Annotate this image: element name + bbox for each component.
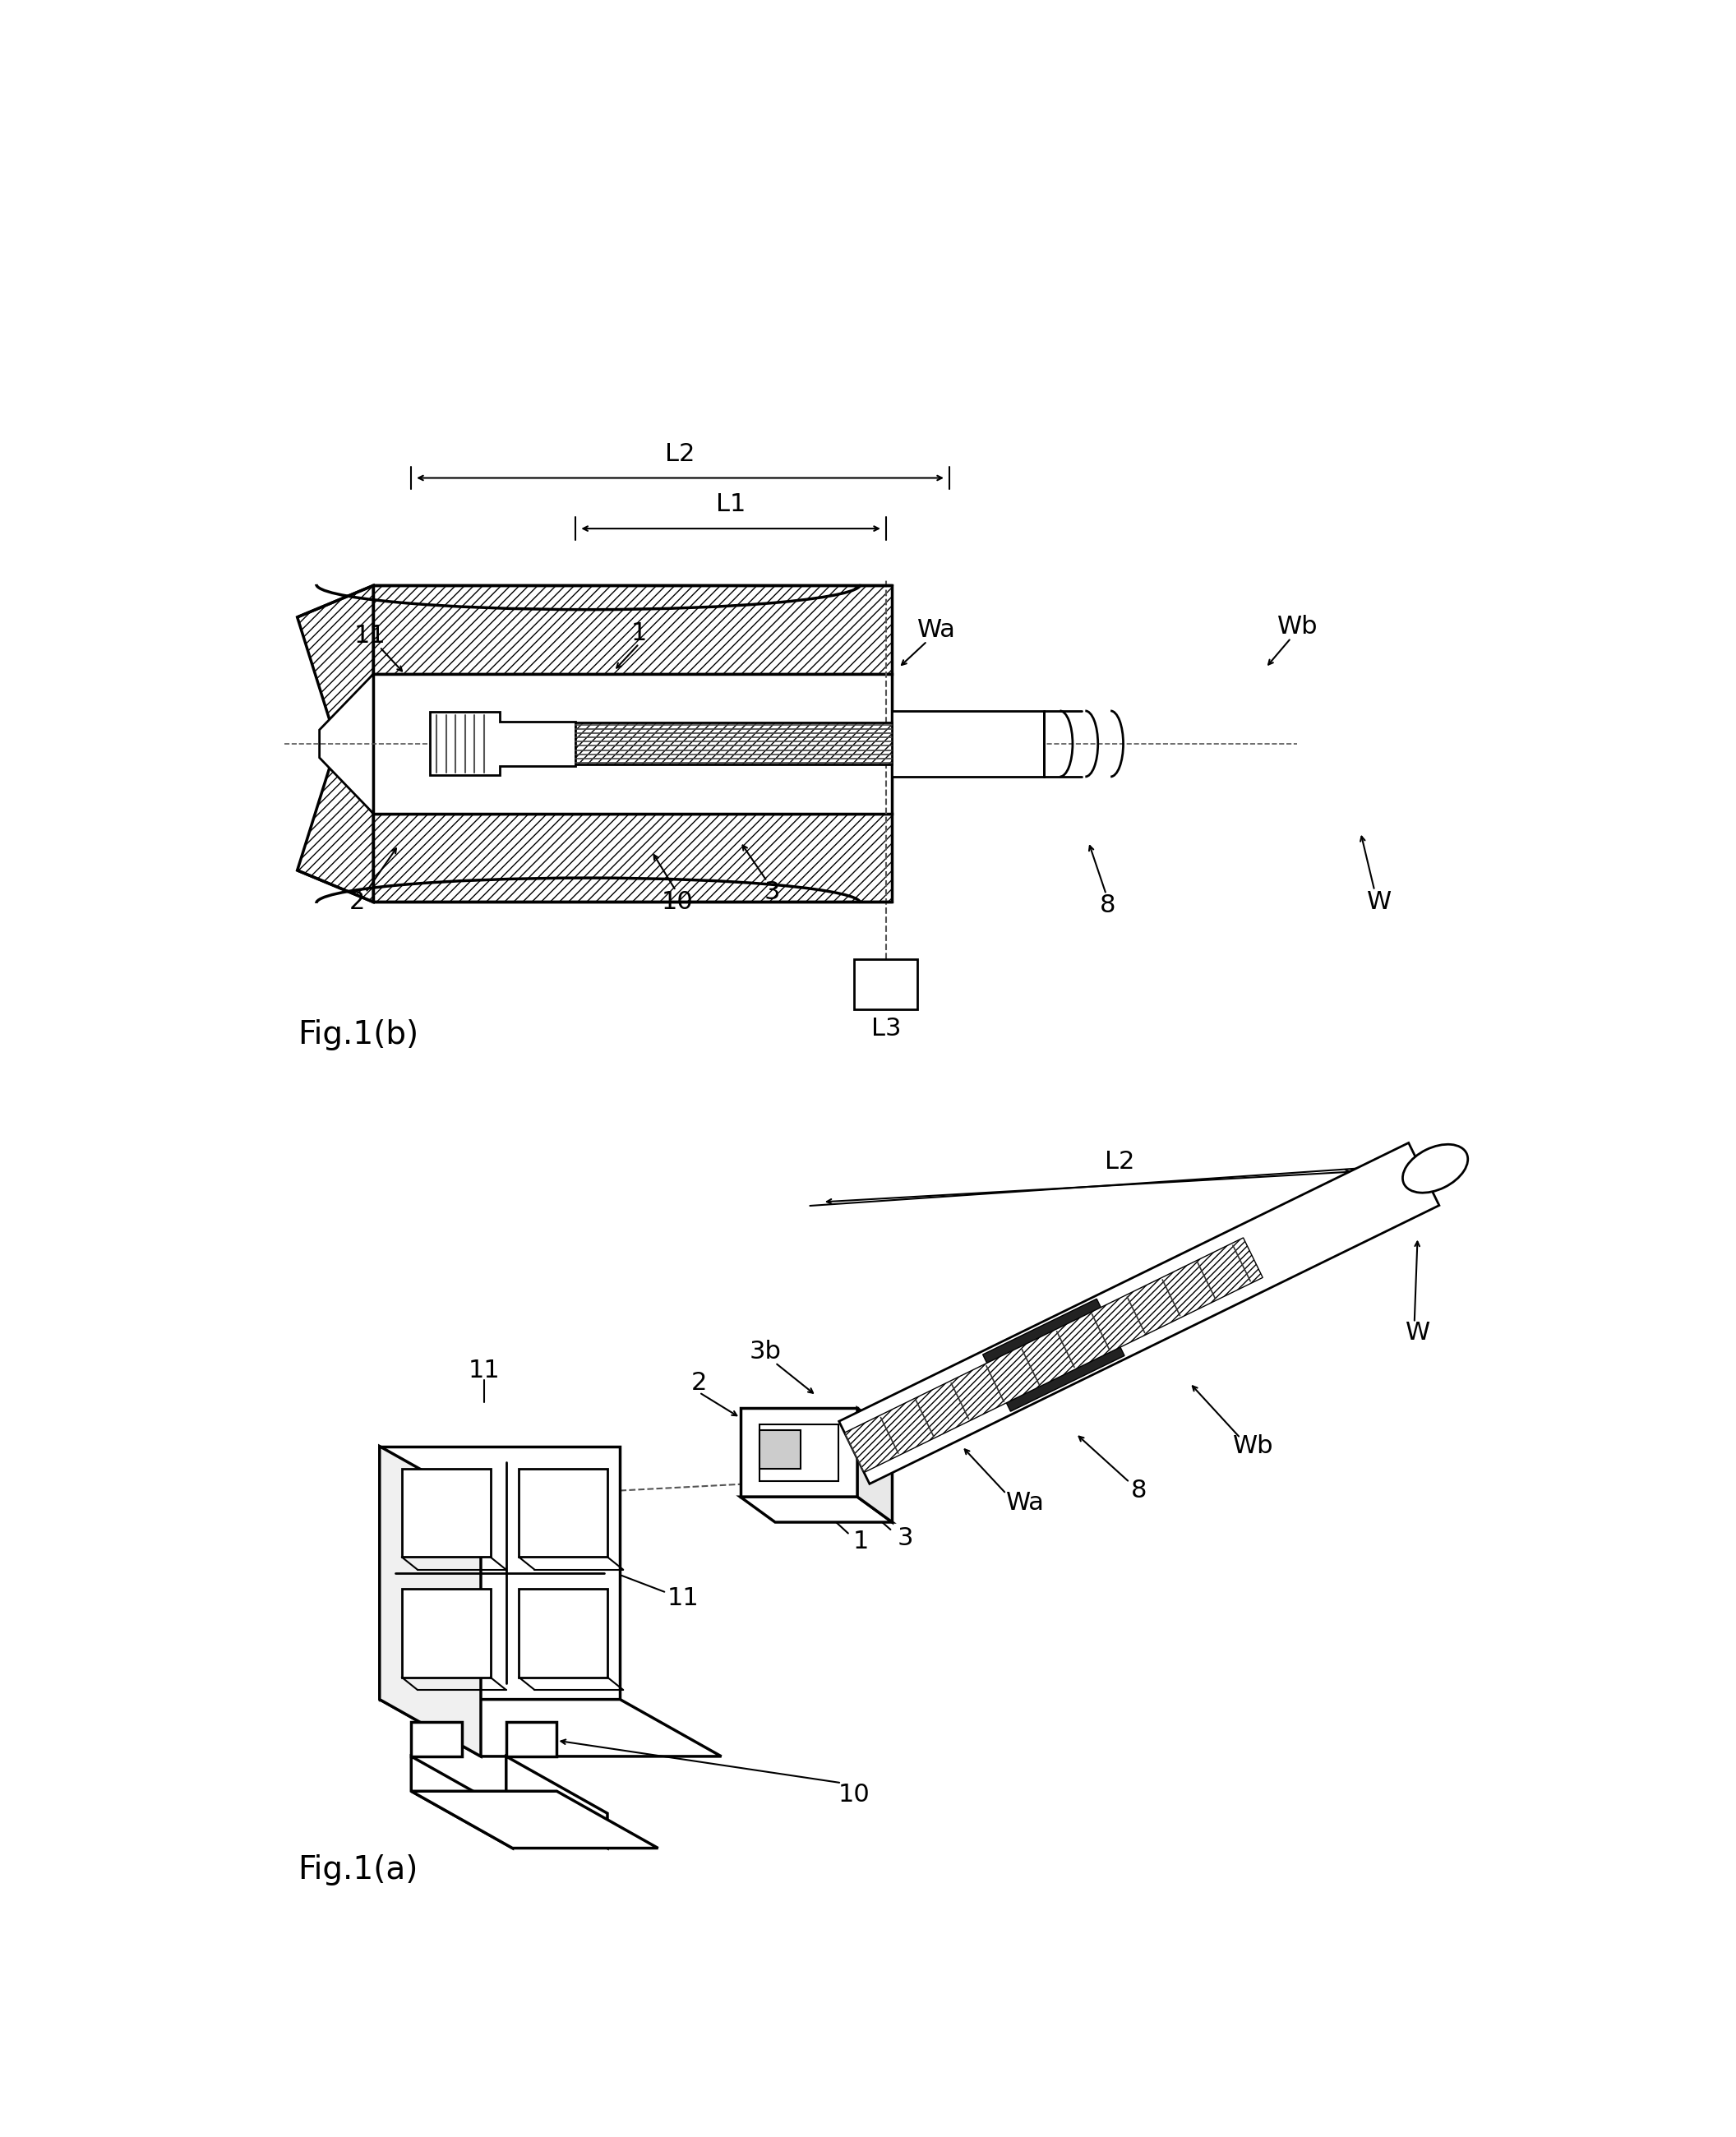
Polygon shape — [373, 673, 892, 814]
Polygon shape — [380, 1447, 481, 1757]
Polygon shape — [431, 712, 576, 776]
Polygon shape — [297, 759, 373, 902]
Polygon shape — [373, 814, 892, 902]
Text: L2: L2 — [1106, 1150, 1135, 1173]
Text: L2: L2 — [665, 442, 694, 466]
Text: 2: 2 — [349, 889, 365, 915]
Polygon shape — [858, 1408, 892, 1522]
Text: 3: 3 — [898, 1526, 913, 1549]
Text: 8: 8 — [1099, 893, 1116, 917]
Text: 3: 3 — [764, 880, 779, 904]
Polygon shape — [411, 1791, 658, 1849]
Text: 11: 11 — [354, 624, 385, 648]
Text: 11: 11 — [667, 1586, 700, 1609]
Text: Fig.1(a): Fig.1(a) — [297, 1855, 418, 1885]
Bar — [854, 960, 918, 1009]
Text: Wb: Wb — [1233, 1434, 1272, 1457]
Polygon shape — [380, 1447, 620, 1699]
Text: W: W — [1368, 889, 1392, 915]
Polygon shape — [507, 1757, 608, 1849]
Polygon shape — [740, 1408, 858, 1496]
Bar — [519, 1468, 608, 1558]
Bar — [759, 1430, 800, 1468]
Text: 10: 10 — [661, 889, 693, 915]
Polygon shape — [844, 1237, 1262, 1472]
Polygon shape — [411, 1722, 462, 1757]
Text: L3: L3 — [871, 1017, 901, 1041]
Polygon shape — [507, 1722, 557, 1757]
Bar — [759, 1423, 838, 1481]
Text: W: W — [1404, 1321, 1430, 1344]
Bar — [892, 712, 1043, 776]
Bar — [401, 1468, 490, 1558]
Text: Fig.1(b): Fig.1(b) — [297, 1019, 418, 1049]
Bar — [519, 1588, 608, 1678]
Polygon shape — [411, 1757, 512, 1849]
Text: 3b: 3b — [750, 1340, 781, 1363]
Text: 1: 1 — [632, 622, 648, 645]
Bar — [576, 722, 892, 765]
Polygon shape — [380, 1699, 722, 1757]
Polygon shape — [297, 586, 373, 729]
Bar — [401, 1588, 490, 1678]
Text: L1: L1 — [715, 494, 746, 517]
Text: Wa: Wa — [917, 618, 957, 641]
Polygon shape — [373, 586, 892, 673]
Polygon shape — [740, 1496, 892, 1522]
Polygon shape — [319, 673, 373, 814]
Text: 8: 8 — [1132, 1479, 1147, 1502]
Text: 1: 1 — [852, 1530, 868, 1554]
Text: 2: 2 — [691, 1372, 707, 1395]
Ellipse shape — [1403, 1143, 1469, 1192]
Polygon shape — [983, 1299, 1125, 1410]
Text: 10: 10 — [838, 1782, 870, 1806]
Text: Wb: Wb — [1278, 615, 1318, 639]
Polygon shape — [838, 1143, 1439, 1483]
Text: Wa: Wa — [1005, 1492, 1045, 1515]
Text: 11: 11 — [469, 1359, 500, 1383]
